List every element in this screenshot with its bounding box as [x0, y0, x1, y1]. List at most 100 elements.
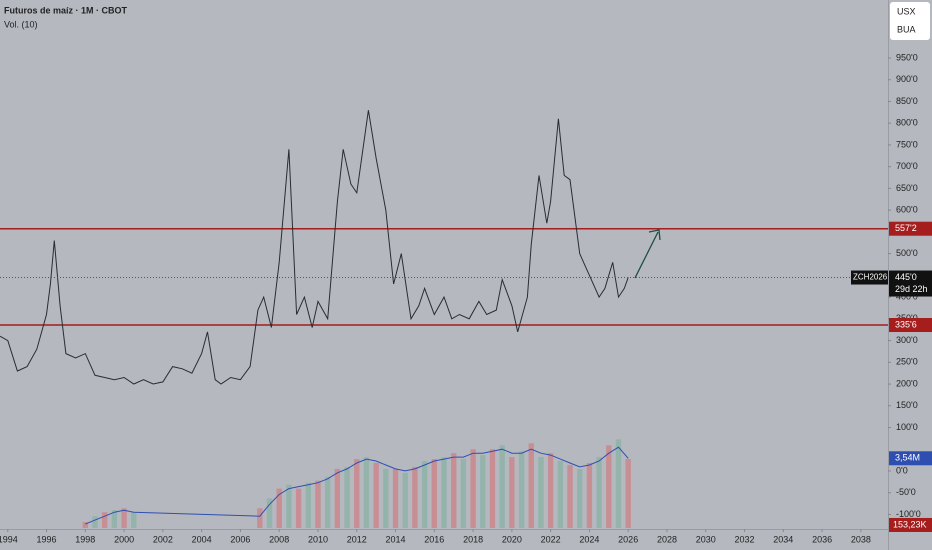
volume-bar [518, 451, 525, 528]
volume-bar [354, 459, 360, 528]
x-tick-label: 1994 [0, 534, 18, 544]
volume-bar [276, 488, 282, 528]
volume-ma-tag [889, 451, 932, 466]
symbol-label: ZCH2026 [853, 273, 888, 282]
y-tick-label: 950'0 [896, 52, 918, 62]
volume-bar [131, 512, 137, 528]
x-tick-label: 2022 [541, 534, 561, 544]
volume-ma-label: 3,54M [895, 453, 920, 463]
volume-bar [286, 484, 292, 528]
x-tick-label: 2024 [579, 534, 599, 544]
volume-last-label: 153,23K [893, 519, 927, 529]
volume-bar [509, 457, 515, 528]
unit-label[interactable]: USX [897, 6, 916, 16]
x-tick-label: 2028 [657, 534, 677, 544]
volume-bar [92, 516, 98, 528]
volume-bar [392, 468, 399, 528]
volume-bar [334, 468, 341, 528]
volume-bar [363, 457, 370, 528]
volume-bar [315, 480, 321, 528]
volume-bar [295, 488, 302, 528]
volume-bar [538, 457, 544, 528]
volume-bar [615, 439, 622, 528]
x-tick-label: 2036 [812, 534, 832, 544]
y-tick-label: 800'0 [896, 118, 918, 128]
chart-title: Futuros de maíz · 1M · CBOT [4, 5, 128, 15]
volume-bar [421, 461, 428, 528]
last-price-tag [889, 270, 932, 297]
volume-last-tag [889, 517, 932, 532]
arrow-head [648, 229, 661, 241]
x-tick-label: 1996 [37, 534, 57, 544]
volume-bar [489, 449, 496, 528]
x-tick-label: 2026 [618, 534, 638, 544]
arrow-annotation [634, 229, 661, 279]
volume-bar [470, 449, 476, 528]
volume-bar [111, 510, 118, 528]
volume-bar [577, 468, 583, 528]
x-tick-label: 2000 [114, 534, 134, 544]
x-tick-label: 2020 [502, 534, 522, 544]
x-tick-label: 2016 [424, 534, 444, 544]
x-tick-label: 2006 [230, 534, 250, 544]
symbol-tag [851, 270, 888, 285]
volume-bar [266, 498, 273, 528]
volume-bar [412, 466, 418, 528]
volume-bar [344, 466, 350, 528]
volume-bar [102, 512, 108, 528]
volume-bar [402, 472, 408, 528]
x-tick-label: 2008 [269, 534, 289, 544]
x-tick-label: 2018 [463, 534, 483, 544]
x-tick-label: 2010 [308, 534, 328, 544]
volume-bar [567, 464, 573, 528]
volume-bar [606, 445, 612, 528]
volume-bar [373, 463, 379, 528]
volume-bar [528, 443, 534, 528]
volume-bar [325, 476, 331, 528]
volume-bar [596, 457, 602, 528]
volume-bar [305, 482, 311, 528]
level-tag [889, 318, 932, 333]
volume-bar [547, 453, 554, 528]
price-line [0, 110, 629, 385]
volume-bar [441, 457, 447, 528]
unit-box[interactable] [890, 2, 930, 40]
y-tick-label: 600'0 [896, 205, 918, 215]
volume-bar [480, 455, 486, 528]
volume-bar [121, 508, 127, 528]
y-tick-label: 150'0 [896, 400, 918, 410]
volume-bar [257, 508, 263, 528]
level-tag [889, 221, 932, 236]
volume-bar [460, 459, 467, 528]
volume-bar [557, 461, 563, 528]
x-tick-label: 2014 [386, 534, 406, 544]
y-tick-label: 900'0 [896, 74, 918, 84]
x-tick-label: 2038 [851, 534, 871, 544]
x-tick-label: 2002 [153, 534, 173, 544]
y-tick-label: -50'0 [896, 487, 916, 497]
y-tick-label: 300'0 [896, 335, 918, 345]
x-tick-label: 2030 [696, 534, 716, 544]
volume-bar [586, 463, 593, 528]
volume-bar [625, 459, 631, 528]
volume-indicator: Vol. (10) [4, 19, 38, 29]
y-tick-label: 500'0 [896, 248, 918, 258]
volume-ma [85, 446, 629, 525]
y-tick-label: 250'0 [896, 357, 918, 367]
y-tick-label: 750'0 [896, 139, 918, 149]
x-tick-label: 2004 [192, 534, 212, 544]
x-tick-label: 2012 [347, 534, 367, 544]
countdown-label: 29d 22h [895, 284, 928, 294]
y-tick-label: -100'0 [896, 509, 921, 519]
x-tick-label: 2032 [735, 534, 755, 544]
volume-bar [431, 459, 437, 528]
y-tick-label: 650'0 [896, 183, 918, 193]
y-tick-label: 200'0 [896, 378, 918, 388]
last-price-label: 445'0 [895, 272, 917, 282]
unit-label[interactable]: BUA [897, 24, 916, 34]
volume-bar [82, 522, 88, 528]
volume-bar [451, 453, 457, 528]
